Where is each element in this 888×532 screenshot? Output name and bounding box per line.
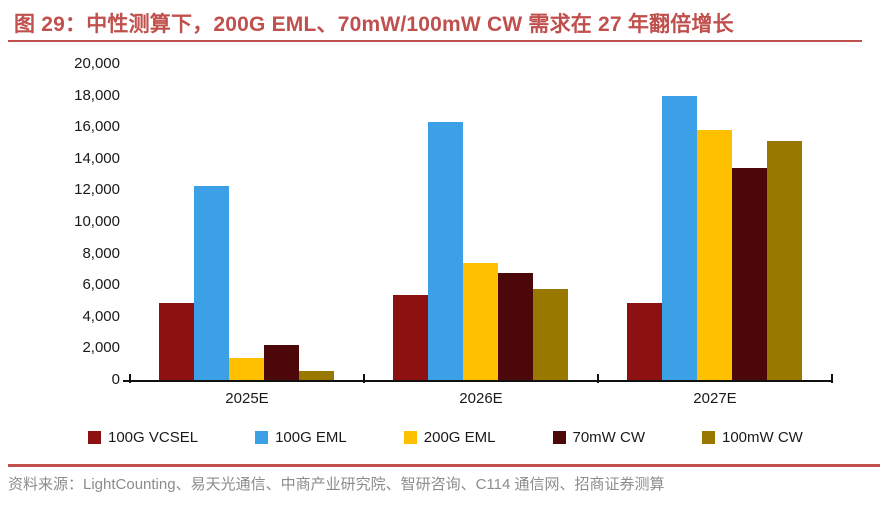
- legend-item-200g-eml: 200G EML: [403, 429, 496, 446]
- legend-label-200g-eml: 200G EML: [423, 429, 496, 446]
- x-axis-tick: [362, 374, 365, 383]
- y-tick-label-20-000: 20,000: [74, 55, 120, 72]
- bar-70mw-cw-2026e: [498, 272, 534, 380]
- bar-70mw-cw-2027e: [732, 167, 768, 380]
- legend-swatch-100mw-cw: [702, 431, 715, 444]
- x-axis-labels: 2025E 2026E 2027E: [130, 390, 832, 412]
- bar-70mw-cw-2025e: [264, 345, 300, 380]
- legend-label-100g-vcsel: 100G VCSEL: [108, 429, 199, 446]
- bar-200g-eml-2027e: [697, 129, 733, 380]
- x-axis-tick: [831, 374, 833, 383]
- bar-100g-vcsel-2027e: [627, 302, 663, 380]
- y-tick-label-12-000: 12,000: [74, 181, 120, 199]
- x-label-2025e: 2025E: [225, 390, 269, 407]
- bar-100mw-cw-2025e: [299, 371, 335, 380]
- title-underline: [8, 40, 862, 42]
- x-axis-tick: [596, 374, 599, 383]
- x-axis-tick: [129, 374, 131, 383]
- bar-200g-eml-2026e: [463, 263, 499, 380]
- legend-item-100g-vcsel: 100G VCSEL: [88, 429, 198, 446]
- bar-100g-eml-2025e: [194, 185, 230, 380]
- bar-group-2027e: [598, 64, 832, 380]
- y-tick-label-16-000: 16,000: [74, 118, 120, 136]
- source-text: 资料来源：LightCounting、易天光通信、中商产业研究院、智研咨询、C1…: [8, 476, 665, 493]
- y-tick-label-4-000: 4,000: [82, 307, 120, 325]
- y-tick-label-8-000: 8,000: [82, 244, 120, 262]
- y-tick-label-14-000: 14,000: [74, 149, 120, 167]
- y-tick-label-2-000: 2,000: [82, 339, 120, 357]
- bar-100g-vcsel-2025e: [159, 302, 195, 380]
- y-tick-label-18-000: 18,000: [74, 86, 120, 104]
- y-tick-label-0: 0: [111, 371, 120, 388]
- bar-group-2025e: [130, 64, 364, 380]
- legend-swatch-100g-vcsel: [88, 431, 101, 444]
- legend-item-70mw-cw: 70mW CW: [552, 429, 646, 446]
- legend-swatch-100g-eml: [255, 431, 269, 444]
- bar-100mw-cw-2026e: [533, 289, 569, 380]
- x-label-2027e: 2027E: [693, 390, 737, 407]
- y-axis: 20,000 18,000 16,000 14,000 12,000 10,000 8,00…: [0, 55, 122, 388]
- legend-label-100g-eml: 100G EML: [275, 429, 347, 446]
- legend-item-100g-eml: 100G EML: [255, 429, 347, 446]
- bar-100g-vcsel-2026e: [393, 294, 429, 380]
- legend-label-70mw-cw: 70mW CW: [572, 429, 646, 446]
- legend-label-100mw-cw: 100mW CW: [722, 429, 803, 446]
- x-label-2026e: 2026E: [459, 390, 503, 407]
- legend-swatch-70mw-cw: [552, 431, 566, 444]
- legend-item-100mw-cw: 100mW CW: [702, 429, 803, 446]
- legend: 100G VCSEL 100G EML 200G EML 70mW CW 100mW C…: [88, 429, 803, 446]
- bar-100g-eml-2026e: [428, 122, 464, 380]
- source-note: 资料来源：LightCounting、易天光通信、中商产业研究院、智研咨询、C1…: [8, 464, 880, 496]
- legend-swatch-200g-eml: [403, 431, 417, 444]
- y-tick-label-6-000: 6,000: [82, 276, 120, 294]
- bar-chart: 20,000 18,000 16,000 14,000 12,000 10,000 8,00…: [0, 50, 888, 416]
- bar-100mw-cw-2027e: [767, 140, 803, 380]
- plot-area: [123, 64, 833, 383]
- bar-100g-eml-2027e: [662, 96, 698, 380]
- figure-title: 图 29：中性测算下，200G EML、70mW/100mW CW 需求在 27…: [14, 13, 734, 36]
- bar-200g-eml-2025e: [229, 357, 265, 380]
- bar-group-2026e: [364, 64, 598, 380]
- y-tick-label-10-000: 10,000: [74, 213, 120, 230]
